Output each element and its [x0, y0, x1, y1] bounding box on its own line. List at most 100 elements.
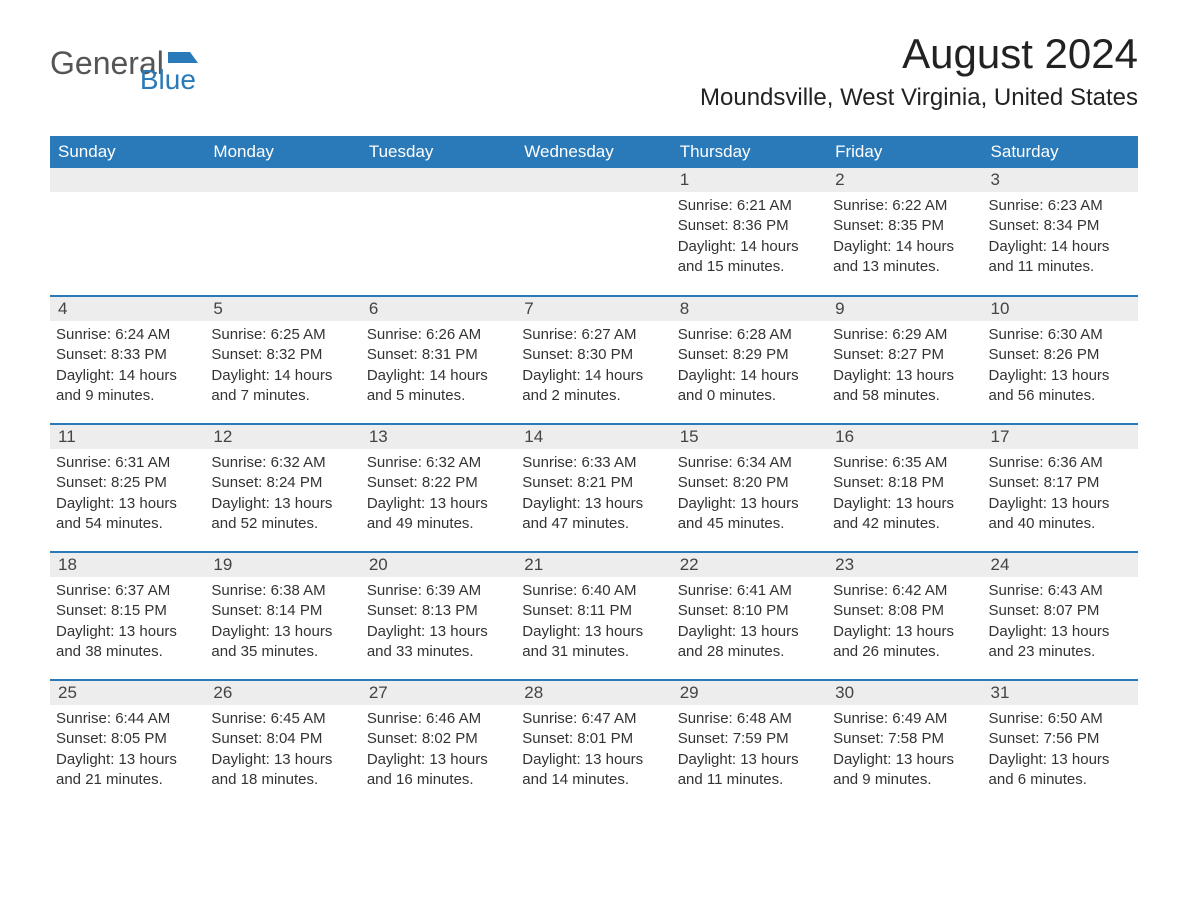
day-sunset: Sunset: 8:18 PM	[833, 473, 976, 493]
day-number: 22	[672, 553, 827, 577]
day-number: 16	[827, 425, 982, 449]
calendar-day-cell: 2Sunrise: 6:22 AMSunset: 8:35 PMDaylight…	[827, 168, 982, 296]
calendar-day-cell: 3Sunrise: 6:23 AMSunset: 8:34 PMDaylight…	[983, 168, 1138, 296]
day-sunrise: Sunrise: 6:28 AM	[678, 325, 821, 345]
logo-text-2: Blue	[140, 64, 196, 96]
day-number: 6	[361, 297, 516, 321]
day-sunrise: Sunrise: 6:35 AM	[833, 453, 976, 473]
day-details: Sunrise: 6:47 AMSunset: 8:01 PMDaylight:…	[516, 705, 671, 790]
day-number: 9	[827, 297, 982, 321]
day-daylight: Daylight: 14 hours and 13 minutes.	[833, 237, 976, 278]
day-daylight: Daylight: 13 hours and 49 minutes.	[367, 494, 510, 535]
day-number: 23	[827, 553, 982, 577]
day-daylight: Daylight: 13 hours and 28 minutes.	[678, 622, 821, 663]
weekday-header: Thursday	[672, 136, 827, 168]
day-daylight: Daylight: 13 hours and 52 minutes.	[211, 494, 354, 535]
day-sunset: Sunset: 8:25 PM	[56, 473, 199, 493]
day-sunrise: Sunrise: 6:27 AM	[522, 325, 665, 345]
day-details: Sunrise: 6:43 AMSunset: 8:07 PMDaylight:…	[983, 577, 1138, 662]
day-sunset: Sunset: 8:33 PM	[56, 345, 199, 365]
day-daylight: Daylight: 13 hours and 38 minutes.	[56, 622, 199, 663]
calendar-day-cell: 24Sunrise: 6:43 AMSunset: 8:07 PMDayligh…	[983, 552, 1138, 680]
day-details: Sunrise: 6:37 AMSunset: 8:15 PMDaylight:…	[50, 577, 205, 662]
calendar-day-cell: 23Sunrise: 6:42 AMSunset: 8:08 PMDayligh…	[827, 552, 982, 680]
calendar-day-cell: 22 Sunrise: 6:41 AMSunset: 8:10 PMDayligh…	[672, 552, 827, 680]
day-sunset: Sunset: 8:05 PM	[56, 729, 199, 749]
day-daylight: Daylight: 14 hours and 7 minutes.	[211, 366, 354, 407]
day-daylight: Daylight: 13 hours and 14 minutes.	[522, 750, 665, 791]
day-sunrise: Sunrise: 6:41 AM	[678, 581, 821, 601]
day-number: 4	[50, 297, 205, 321]
day-sunrise: Sunrise: 6:47 AM	[522, 709, 665, 729]
calendar-day-cell: 12Sunrise: 6:32 AMSunset: 8:24 PMDayligh…	[205, 424, 360, 552]
calendar-day-cell: 14Sunrise: 6:33 AMSunset: 8:21 PMDayligh…	[516, 424, 671, 552]
calendar-day-cell: 28Sunrise: 6:47 AMSunset: 8:01 PMDayligh…	[516, 680, 671, 808]
day-details: Sunrise: 6:32 AMSunset: 8:22 PMDaylight:…	[361, 449, 516, 534]
day-sunrise: Sunrise: 6:50 AM	[989, 709, 1132, 729]
calendar-day-cell: 18Sunrise: 6:37 AMSunset: 8:15 PMDayligh…	[50, 552, 205, 680]
day-details: Sunrise: 6:28 AMSunset: 8:29 PMDaylight:…	[672, 321, 827, 406]
day-sunrise: Sunrise: 6:43 AM	[989, 581, 1132, 601]
calendar-day-cell: 5Sunrise: 6:25 AMSunset: 8:32 PMDaylight…	[205, 296, 360, 424]
day-details: Sunrise: 6:22 AMSunset: 8:35 PMDaylight:…	[827, 192, 982, 277]
day-details: Sunrise: 6:30 AMSunset: 8:26 PMDaylight:…	[983, 321, 1138, 406]
day-daylight: Daylight: 14 hours and 2 minutes.	[522, 366, 665, 407]
day-number: 29	[672, 681, 827, 705]
day-sunrise: Sunrise: 6:21 AM	[678, 196, 821, 216]
day-number: 7	[516, 297, 671, 321]
calendar-day-cell: 9Sunrise: 6:29 AMSunset: 8:27 PMDaylight…	[827, 296, 982, 424]
day-sunrise: Sunrise: 6:34 AM	[678, 453, 821, 473]
day-details: Sunrise: 6:42 AMSunset: 8:08 PMDaylight:…	[827, 577, 982, 662]
day-details: Sunrise: 6:34 AMSunset: 8:20 PMDaylight:…	[672, 449, 827, 534]
day-sunrise: Sunrise: 6:46 AM	[367, 709, 510, 729]
day-sunrise: Sunrise: 6:39 AM	[367, 581, 510, 601]
calendar-day-cell: 1Sunrise: 6:21 AMSunset: 8:36 PMDaylight…	[672, 168, 827, 296]
day-sunset: Sunset: 8:32 PM	[211, 345, 354, 365]
day-sunset: Sunset: 7:58 PM	[833, 729, 976, 749]
day-number-empty	[516, 168, 671, 192]
day-number: 17	[983, 425, 1138, 449]
day-number: 21	[516, 553, 671, 577]
day-number: 30	[827, 681, 982, 705]
weekday-header: Monday	[205, 136, 360, 168]
day-sunset: Sunset: 8:21 PM	[522, 473, 665, 493]
day-daylight: Daylight: 13 hours and 23 minutes.	[989, 622, 1132, 663]
day-daylight: Daylight: 13 hours and 42 minutes.	[833, 494, 976, 535]
day-sunset: Sunset: 8:35 PM	[833, 216, 976, 236]
day-sunrise: Sunrise: 6:45 AM	[211, 709, 354, 729]
day-number: 10	[983, 297, 1138, 321]
day-sunset: Sunset: 8:04 PM	[211, 729, 354, 749]
day-sunset: Sunset: 8:13 PM	[367, 601, 510, 621]
calendar-day-cell: 10Sunrise: 6:30 AMSunset: 8:26 PMDayligh…	[983, 296, 1138, 424]
day-daylight: Daylight: 13 hours and 18 minutes.	[211, 750, 354, 791]
calendar-day-cell: 21Sunrise: 6:40 AMSunset: 8:11 PMDayligh…	[516, 552, 671, 680]
day-details: Sunrise: 6:25 AMSunset: 8:32 PMDaylight:…	[205, 321, 360, 406]
day-sunrise: Sunrise: 6:23 AM	[989, 196, 1132, 216]
day-details: Sunrise: 6:29 AMSunset: 8:27 PMDaylight:…	[827, 321, 982, 406]
day-sunrise: Sunrise: 6:33 AM	[522, 453, 665, 473]
day-sunset: Sunset: 8:17 PM	[989, 473, 1132, 493]
calendar-day-cell: 26Sunrise: 6:45 AMSunset: 8:04 PMDayligh…	[205, 680, 360, 808]
day-sunrise: Sunrise: 6:38 AM	[211, 581, 354, 601]
calendar-day-cell: 31Sunrise: 6:50 AMSunset: 7:56 PMDayligh…	[983, 680, 1138, 808]
day-details: Sunrise: 6:32 AMSunset: 8:24 PMDaylight:…	[205, 449, 360, 534]
day-daylight: Daylight: 13 hours and 26 minutes.	[833, 622, 976, 663]
day-details: Sunrise: 6:27 AMSunset: 8:30 PMDaylight:…	[516, 321, 671, 406]
day-details: Sunrise: 6:35 AMSunset: 8:18 PMDaylight:…	[827, 449, 982, 534]
calendar-day-cell: 7Sunrise: 6:27 AMSunset: 8:30 PMDaylight…	[516, 296, 671, 424]
day-details: Sunrise: 6:44 AMSunset: 8:05 PMDaylight:…	[50, 705, 205, 790]
day-daylight: Daylight: 13 hours and 33 minutes.	[367, 622, 510, 663]
day-sunset: Sunset: 8:10 PM	[678, 601, 821, 621]
calendar-week-row: 25Sunrise: 6:44 AMSunset: 8:05 PMDayligh…	[50, 680, 1138, 808]
day-number-empty	[361, 168, 516, 192]
day-daylight: Daylight: 13 hours and 21 minutes.	[56, 750, 199, 791]
calendar-table: Sunday Monday Tuesday Wednesday Thursday…	[50, 136, 1138, 808]
calendar-week-row: 18Sunrise: 6:37 AMSunset: 8:15 PMDayligh…	[50, 552, 1138, 680]
day-details: Sunrise: 6:39 AMSunset: 8:13 PMDaylight:…	[361, 577, 516, 662]
page-header: General Blue August 2024 Moundsville, We…	[50, 30, 1138, 126]
day-sunset: Sunset: 8:34 PM	[989, 216, 1132, 236]
day-daylight: Daylight: 13 hours and 40 minutes.	[989, 494, 1132, 535]
weekday-header: Sunday	[50, 136, 205, 168]
day-number: 13	[361, 425, 516, 449]
day-sunrise: Sunrise: 6:22 AM	[833, 196, 976, 216]
